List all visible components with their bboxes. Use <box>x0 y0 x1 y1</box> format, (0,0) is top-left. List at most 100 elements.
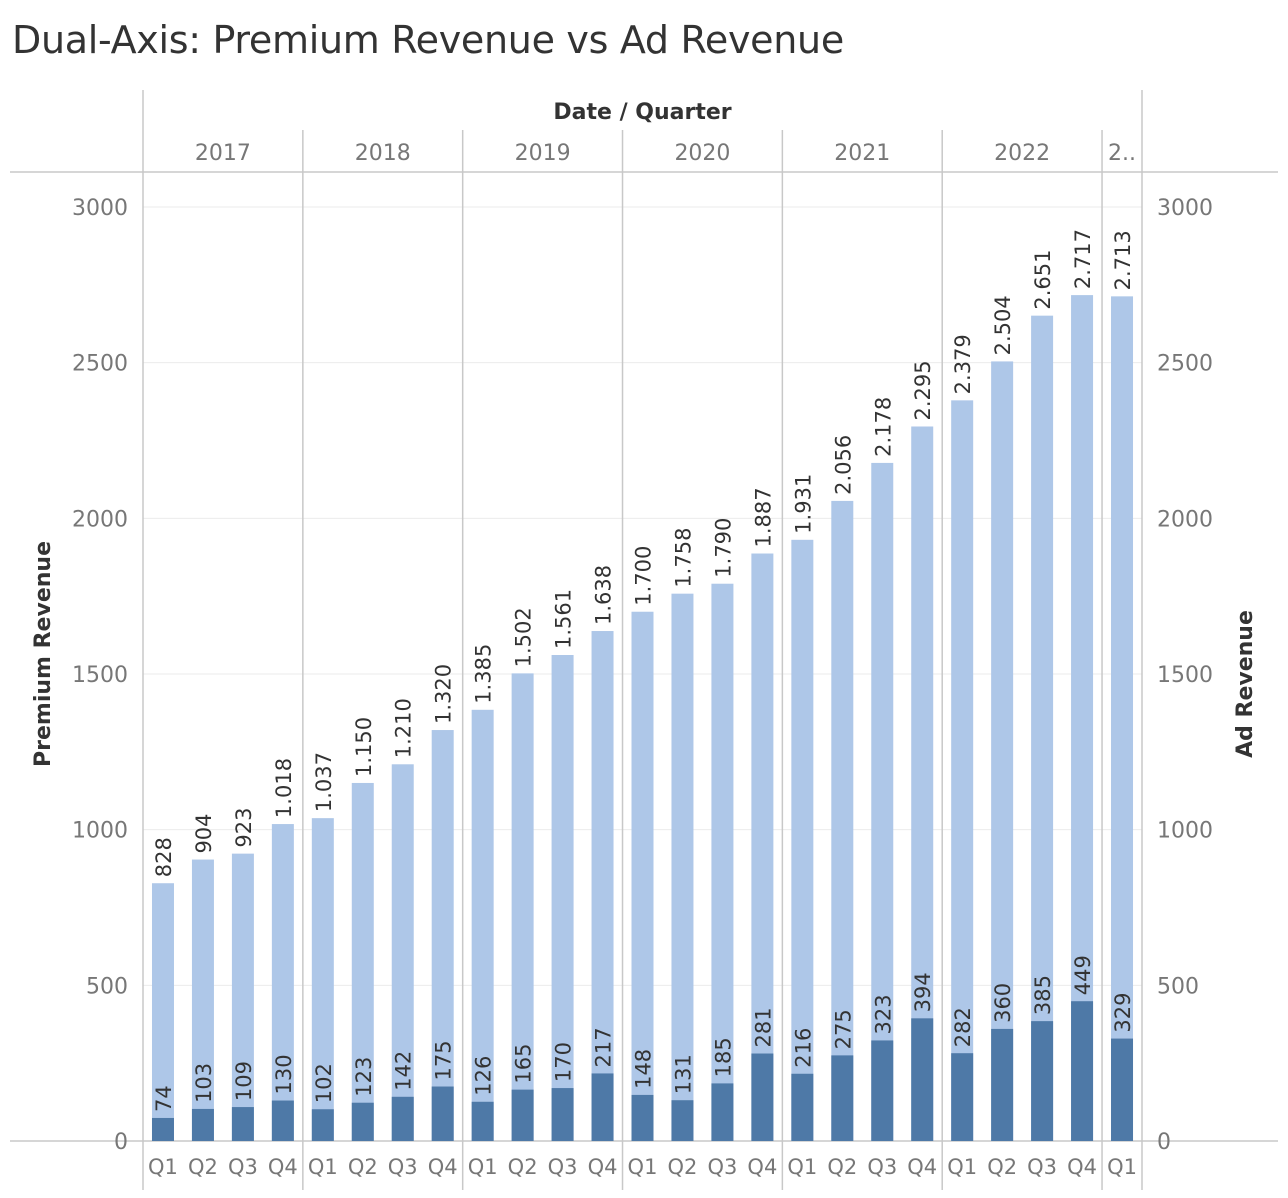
quarter-label: Q1 <box>468 1155 498 1179</box>
premium-bar <box>551 655 574 1141</box>
premium-bar <box>151 883 174 1141</box>
quarter-label: Q4 <box>747 1155 777 1179</box>
premium-value-label: 1.150 <box>352 717 376 777</box>
premium-bar <box>1031 315 1054 1141</box>
premium-value-label: 2.504 <box>991 295 1015 355</box>
year-label: 2021 <box>834 141 890 166</box>
premium-value-label: 2.379 <box>951 334 975 394</box>
ad-value-label: 216 <box>791 1028 815 1068</box>
ad-value-label: 329 <box>1111 992 1135 1032</box>
ad-value-label: 142 <box>392 1051 416 1091</box>
quarter-label: Q4 <box>428 1155 458 1179</box>
premium-value-label: 2.295 <box>911 360 935 420</box>
ad-bar <box>1031 1021 1054 1141</box>
premium-value-label: 1.638 <box>592 565 616 625</box>
premium-value-label: 1.931 <box>791 474 815 534</box>
ad-value-label: 449 <box>1071 955 1095 995</box>
year-label: 2020 <box>674 141 730 166</box>
y-tick-label-left: 500 <box>86 974 128 999</box>
ad-bar <box>951 1053 974 1141</box>
ad-value-label: 394 <box>911 972 935 1012</box>
ad-value-label: 281 <box>751 1007 775 1047</box>
y-tick-label-right: 1000 <box>1157 819 1213 844</box>
y-tick-label-right: 0 <box>1157 1130 1171 1155</box>
ad-value-label: 275 <box>831 1009 855 1049</box>
quarter-label: Q1 <box>308 1155 338 1179</box>
premium-bar <box>631 611 654 1141</box>
premium-value-label: 1.561 <box>552 589 576 649</box>
premium-value-label: 1.385 <box>472 644 496 704</box>
quarter-label: Q1 <box>628 1155 658 1179</box>
y-tick-label-left: 1500 <box>72 663 128 688</box>
premium-bar <box>471 709 494 1141</box>
ad-value-label: 170 <box>552 1042 576 1082</box>
ad-bar <box>831 1055 854 1141</box>
quarter-label: Q2 <box>827 1155 857 1179</box>
quarter-label: Q1 <box>787 1155 817 1179</box>
y-tick-label-left: 2500 <box>72 352 128 377</box>
ad-bar <box>391 1096 414 1141</box>
year-label: 2017 <box>195 141 251 166</box>
premium-bar <box>431 730 454 1141</box>
ad-bar <box>271 1100 294 1141</box>
y-tick-label-right: 1500 <box>1157 663 1213 688</box>
premium-bar <box>871 462 894 1141</box>
premium-bar <box>311 818 334 1141</box>
ad-value-label: 185 <box>711 1037 735 1077</box>
ad-value-label: 282 <box>951 1007 975 1047</box>
quarter-label: Q2 <box>508 1155 538 1179</box>
premium-value-label: 904 <box>192 813 216 853</box>
ad-value-label: 131 <box>671 1054 695 1094</box>
ad-value-label: 130 <box>272 1054 296 1094</box>
premium-bar <box>831 500 854 1141</box>
premium-value-label: 1.037 <box>312 752 336 812</box>
ad-bar <box>1071 1001 1094 1141</box>
premium-bar <box>391 764 414 1141</box>
premium-value-label: 1.210 <box>392 698 416 758</box>
premium-bar <box>671 593 694 1141</box>
ad-bar <box>671 1100 694 1141</box>
ad-bar <box>191 1108 214 1141</box>
quarter-label: Q1 <box>148 1155 178 1179</box>
ad-value-label: 323 <box>871 994 895 1034</box>
column-header: Date / Quarter <box>553 100 731 125</box>
ad-bar <box>751 1053 774 1141</box>
premium-value-label: 2.717 <box>1071 229 1095 289</box>
y-axis-title-left: Premium Revenue <box>31 541 56 767</box>
quarter-label: Q4 <box>268 1155 298 1179</box>
premium-bar <box>911 426 934 1141</box>
quarter-label: Q3 <box>388 1155 418 1179</box>
quarter-label: Q1 <box>947 1155 977 1179</box>
y-tick-label-right: 2000 <box>1157 507 1213 532</box>
y-axis-title-right: Ad Revenue <box>1233 610 1258 758</box>
y-tick-label-left: 3000 <box>72 196 128 221</box>
y-tick-label-left: 2000 <box>72 507 128 532</box>
premium-bar <box>351 782 374 1141</box>
chart-title: Dual-Axis: Premium Revenue vs Ad Revenue <box>12 18 844 62</box>
ad-bar <box>991 1028 1014 1141</box>
ad-value-label: 148 <box>632 1049 656 1089</box>
ad-bar <box>791 1073 814 1141</box>
premium-bar <box>751 553 774 1141</box>
year-label: 2.. <box>1108 141 1136 166</box>
premium-value-label: 1.320 <box>432 664 456 724</box>
ad-value-label: 74 <box>152 1085 176 1112</box>
premium-bar <box>951 400 974 1141</box>
premium-bar <box>271 824 294 1141</box>
ad-bar <box>711 1083 734 1141</box>
ad-bar <box>311 1109 334 1141</box>
premium-value-label: 923 <box>232 808 256 848</box>
ad-bar <box>871 1040 894 1141</box>
quarter-label: Q3 <box>548 1155 578 1179</box>
premium-bar <box>591 631 614 1141</box>
ad-value-label: 126 <box>472 1056 496 1096</box>
premium-value-label: 2.713 <box>1111 230 1135 290</box>
quarter-label: Q2 <box>348 1155 378 1179</box>
ad-bar <box>471 1101 494 1141</box>
quarter-label: Q2 <box>188 1155 218 1179</box>
premium-value-label: 1.018 <box>272 758 296 818</box>
quarter-label: Q3 <box>1027 1155 1057 1179</box>
premium-value-label: 2.651 <box>1031 250 1055 310</box>
